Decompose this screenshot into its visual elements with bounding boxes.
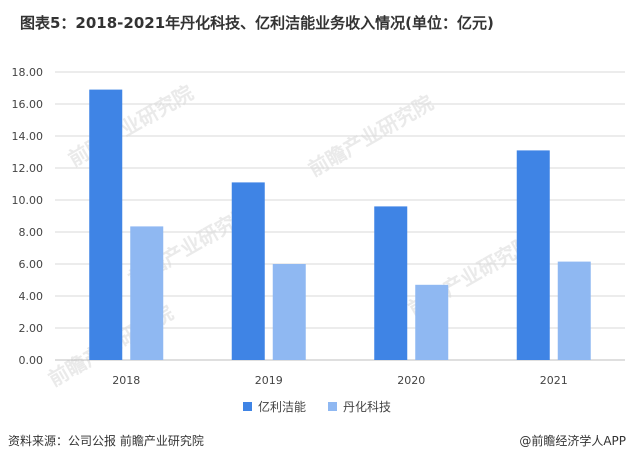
bar-series2 bbox=[415, 284, 449, 360]
y-tick-label: 6.00 bbox=[19, 258, 44, 271]
y-tick-label: 10.00 bbox=[12, 194, 44, 207]
chart-title: 图表5：2018-2021年丹化科技、亿利洁能业务收入情况(单位：亿元) bbox=[20, 14, 494, 32]
y-tick-label: 16.00 bbox=[12, 98, 44, 111]
y-tick-label: 14.00 bbox=[12, 130, 44, 143]
bar-series1 bbox=[516, 150, 550, 360]
bar-series2 bbox=[272, 264, 306, 360]
bar-series2 bbox=[130, 226, 164, 360]
legend-swatch-series2 bbox=[328, 402, 337, 411]
legend-label-series2: 丹化科技 bbox=[343, 400, 392, 414]
y-tick-label: 18.00 bbox=[12, 66, 44, 79]
y-tick-label: 4.00 bbox=[19, 290, 44, 303]
bar-series2 bbox=[557, 261, 591, 360]
chart-area: 0.00 2.00 4.00 6.00 8.00 10.00 12.00 14.00 16.00… bbox=[0, 52, 634, 420]
y-tick-label: 0.00 bbox=[19, 354, 44, 367]
x-tick-label: 2019 bbox=[255, 374, 283, 387]
bar-series1 bbox=[374, 206, 408, 360]
bar-series1 bbox=[231, 182, 265, 360]
legend-item-series2: 丹化科技 bbox=[328, 398, 391, 415]
x-tick-label: 2021 bbox=[540, 374, 568, 387]
y-tick-label: 12.00 bbox=[12, 162, 44, 175]
bar-chart: 0.00 2.00 4.00 6.00 8.00 10.00 12.00 14.00 16.00… bbox=[12, 66, 625, 387]
credit-note: @前瞻经济学人APP bbox=[519, 434, 626, 448]
x-tick-label: 2018 bbox=[112, 374, 140, 387]
x-tick-label: 2020 bbox=[397, 374, 425, 387]
bar-series1 bbox=[89, 89, 123, 360]
legend-item-series1: 亿利洁能 bbox=[242, 398, 306, 415]
legend-swatch-series1 bbox=[242, 402, 252, 411]
y-tick-label: 2.00 bbox=[19, 322, 44, 335]
y-tick-label: 8.00 bbox=[19, 226, 44, 239]
legend-label-series1: 亿利洁能 bbox=[257, 400, 306, 414]
legend: 亿利洁能 丹化科技 bbox=[0, 398, 634, 415]
source-note: 资料来源：公司公报 前瞻产业研究院 bbox=[8, 434, 204, 448]
